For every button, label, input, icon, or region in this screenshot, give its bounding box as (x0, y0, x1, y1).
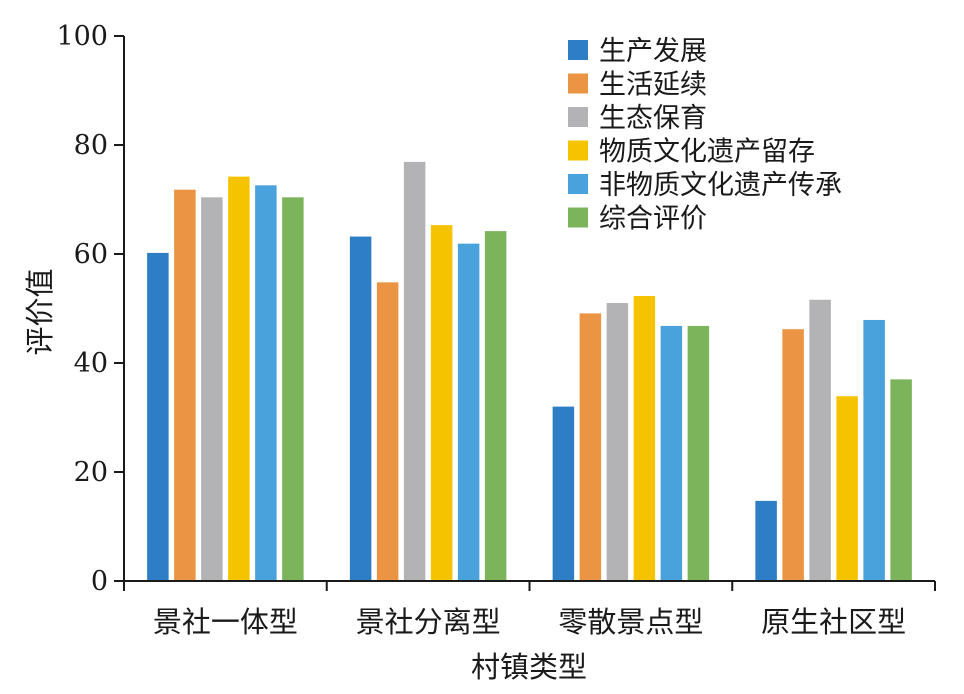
bar (376, 282, 399, 581)
bar (457, 243, 480, 581)
bar (606, 303, 629, 581)
legend-swatch (568, 73, 588, 94)
x-category-label: 景社一体型 (153, 605, 298, 639)
bar (836, 396, 858, 581)
bar (687, 325, 710, 581)
legend-label: 生活延续 (599, 70, 707, 101)
y-axis-title: 评价值 (23, 268, 57, 355)
bar (147, 252, 169, 581)
x-axis-title: 村镇类型 (471, 650, 587, 684)
legend-swatch (568, 107, 588, 127)
bars-group (147, 161, 912, 582)
bar (255, 185, 277, 581)
legend-swatch (568, 140, 588, 161)
bar (484, 231, 507, 582)
bar (579, 313, 602, 581)
bar (660, 325, 683, 581)
bar (809, 299, 831, 581)
x-category-label: 景社分离型 (356, 605, 501, 639)
y-tick-label: 20 (74, 457, 108, 488)
bar (201, 197, 223, 581)
bar (403, 161, 426, 581)
bar (782, 329, 804, 581)
bar (349, 236, 372, 581)
legend-label: 物质文化遗产留存 (599, 137, 815, 168)
legend-swatch (568, 207, 588, 228)
x-ticks-group: 景社一体型 景社分离型 零散景点型 原生社区型 (123, 581, 936, 639)
bar (228, 176, 250, 582)
y-tick-label: 60 (74, 239, 108, 270)
y-tick-label: 100 (56, 21, 108, 52)
bar (552, 406, 575, 581)
bar (755, 500, 777, 581)
legend-label: 生产发展 (599, 36, 707, 67)
bar (633, 295, 656, 581)
legend-label: 生态保育 (599, 103, 707, 134)
bar (863, 319, 885, 581)
bar (430, 225, 453, 582)
bar (174, 189, 196, 581)
bar (890, 379, 912, 581)
y-ticks-group: 0 20 40 60 80 100 (56, 21, 124, 597)
y-tick-label: 40 (74, 348, 108, 379)
legend-label: 非物质文化遗产传承 (599, 170, 842, 201)
bar (282, 197, 304, 581)
legend-swatch (568, 40, 588, 60)
y-tick-label: 80 (74, 130, 108, 161)
y-tick-label: 0 (91, 566, 108, 597)
legend-label: 综合评价 (599, 204, 707, 235)
legend-swatch (568, 174, 588, 194)
x-category-label: 原生社区型 (761, 605, 906, 639)
x-category-label: 零散景点型 (558, 605, 703, 639)
